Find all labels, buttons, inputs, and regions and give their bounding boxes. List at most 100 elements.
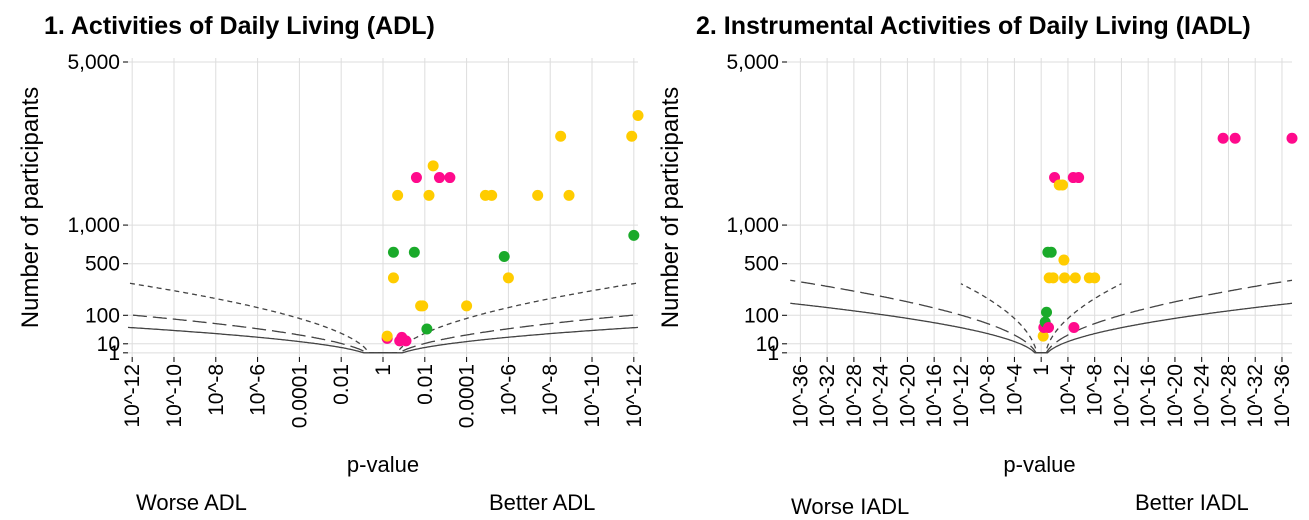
y-tick-label: 500 xyxy=(744,253,779,276)
data-point xyxy=(555,130,567,142)
data-point xyxy=(417,300,429,312)
data-point xyxy=(1286,132,1298,144)
x-tick-label: 10^-8 xyxy=(977,364,1000,416)
data-point xyxy=(1217,132,1229,144)
data-point xyxy=(1073,172,1085,184)
reference-curve xyxy=(790,279,1042,354)
x-tick-label: 0.01 xyxy=(330,364,353,405)
data-point xyxy=(626,130,638,142)
reference-curve xyxy=(1041,283,1122,354)
direction-label-right: Better IADL xyxy=(1135,490,1249,515)
data-point xyxy=(421,323,433,335)
reference-curve xyxy=(383,326,639,354)
x-tick-label: 10^-28 xyxy=(843,364,866,428)
direction-label-right: Better ADL xyxy=(489,490,596,515)
data-point xyxy=(1068,322,1080,333)
y-tick-label: 5,000 xyxy=(67,51,120,74)
data-point xyxy=(563,189,575,201)
x-tick-label: 1 xyxy=(372,364,395,376)
reference-curve xyxy=(383,314,639,354)
x-axis-label: p-value xyxy=(347,452,419,477)
x-tick-label: 0.0001 xyxy=(288,364,311,428)
y-axis-label: Number of participants xyxy=(657,87,684,328)
x-tick-label: 10^-24 xyxy=(870,364,893,428)
data-point xyxy=(392,189,404,201)
data-point xyxy=(387,246,399,258)
x-tick-label: 10^-32 xyxy=(816,364,839,428)
data-point xyxy=(1043,322,1055,333)
y-tick-label: 500 xyxy=(85,253,120,276)
x-tick-label: 10^-10 xyxy=(163,364,186,428)
data-point xyxy=(427,160,439,172)
y-tick-label: 1 xyxy=(767,342,779,365)
data-point xyxy=(632,110,644,122)
x-tick-label: 10^-12 xyxy=(623,364,646,428)
data-point xyxy=(1229,132,1241,144)
reference-curve xyxy=(1041,279,1293,354)
reference-curve xyxy=(127,314,383,354)
data-point xyxy=(502,272,514,284)
chart-title: 2. Instrumental Activities of Daily Livi… xyxy=(696,12,1251,40)
data-point xyxy=(628,229,640,241)
data-point xyxy=(1059,272,1071,284)
x-tick-label: 10^-28 xyxy=(1217,364,1240,428)
x-tick-label: 10^-6 xyxy=(497,364,520,416)
data-point xyxy=(1047,272,1059,284)
x-axis-label: p-value xyxy=(1003,452,1075,477)
x-tick-label: 1 xyxy=(1030,364,1053,376)
x-tick-label: 0.01 xyxy=(414,364,437,405)
x-tick-label: 10^-8 xyxy=(205,364,228,416)
y-tick-label: 10 xyxy=(756,333,779,356)
y-tick-label: 1,000 xyxy=(726,214,779,237)
data-point xyxy=(532,189,544,201)
data-point xyxy=(486,189,498,201)
y-tick-label: 5,000 xyxy=(726,51,779,74)
data-point xyxy=(1057,179,1069,191)
data-point xyxy=(423,189,435,201)
x-tick-label: 10^-8 xyxy=(539,364,562,416)
reference-curve xyxy=(127,282,383,354)
reference-curve xyxy=(127,326,383,354)
x-tick-label: 10^-36 xyxy=(789,364,812,428)
direction-label-left: Worse ADL xyxy=(136,490,247,515)
x-tick-label: 10^-6 xyxy=(247,364,270,416)
x-tick-label: 10^-16 xyxy=(923,364,946,428)
chart-title: 1. Activities of Daily Living (ADL) xyxy=(44,12,435,40)
iadl-panel: 2. Instrumental Activities of Daily Livi… xyxy=(650,0,1309,519)
reference-curve xyxy=(790,302,1042,354)
direction-label-left: Worse IADL xyxy=(791,494,910,519)
data-point xyxy=(433,172,445,184)
reference-curve xyxy=(1041,302,1293,354)
x-tick-label: 10^-12 xyxy=(950,364,973,428)
x-tick-label: 10^-32 xyxy=(1244,364,1267,428)
data-point xyxy=(461,300,473,312)
data-point xyxy=(498,251,510,263)
data-point xyxy=(400,335,412,347)
y-tick-label: 10 xyxy=(97,333,120,356)
y-axis-label: Number of participants xyxy=(17,87,44,328)
x-tick-label: 10^-24 xyxy=(1191,364,1214,428)
data-point xyxy=(1069,272,1081,284)
x-tick-label: 10^-12 xyxy=(1110,364,1133,428)
x-tick-label: 10^-10 xyxy=(581,364,604,428)
data-point xyxy=(1089,272,1101,284)
x-tick-label: 10^-20 xyxy=(896,364,919,428)
x-tick-label: 10^-4 xyxy=(1003,364,1026,416)
adl-panel: 1. Activities of Daily Living (ADL) 5,00… xyxy=(0,0,650,516)
reference-curve xyxy=(960,283,1042,354)
x-tick-label: 10^-16 xyxy=(1137,364,1160,428)
x-tick-label: 0.0001 xyxy=(456,364,479,428)
x-tick-label: 10^-20 xyxy=(1164,364,1187,428)
data-point xyxy=(1041,306,1053,318)
data-point xyxy=(1037,330,1049,342)
data-point xyxy=(1045,246,1057,258)
data-point xyxy=(444,172,456,184)
x-tick-label: 10^-4 xyxy=(1057,364,1080,416)
data-point xyxy=(1058,254,1070,266)
y-tick-label: 1,000 xyxy=(67,214,120,237)
y-tick-label: 100 xyxy=(744,304,779,327)
y-tick-label: 1 xyxy=(108,342,120,365)
data-point xyxy=(410,172,422,184)
